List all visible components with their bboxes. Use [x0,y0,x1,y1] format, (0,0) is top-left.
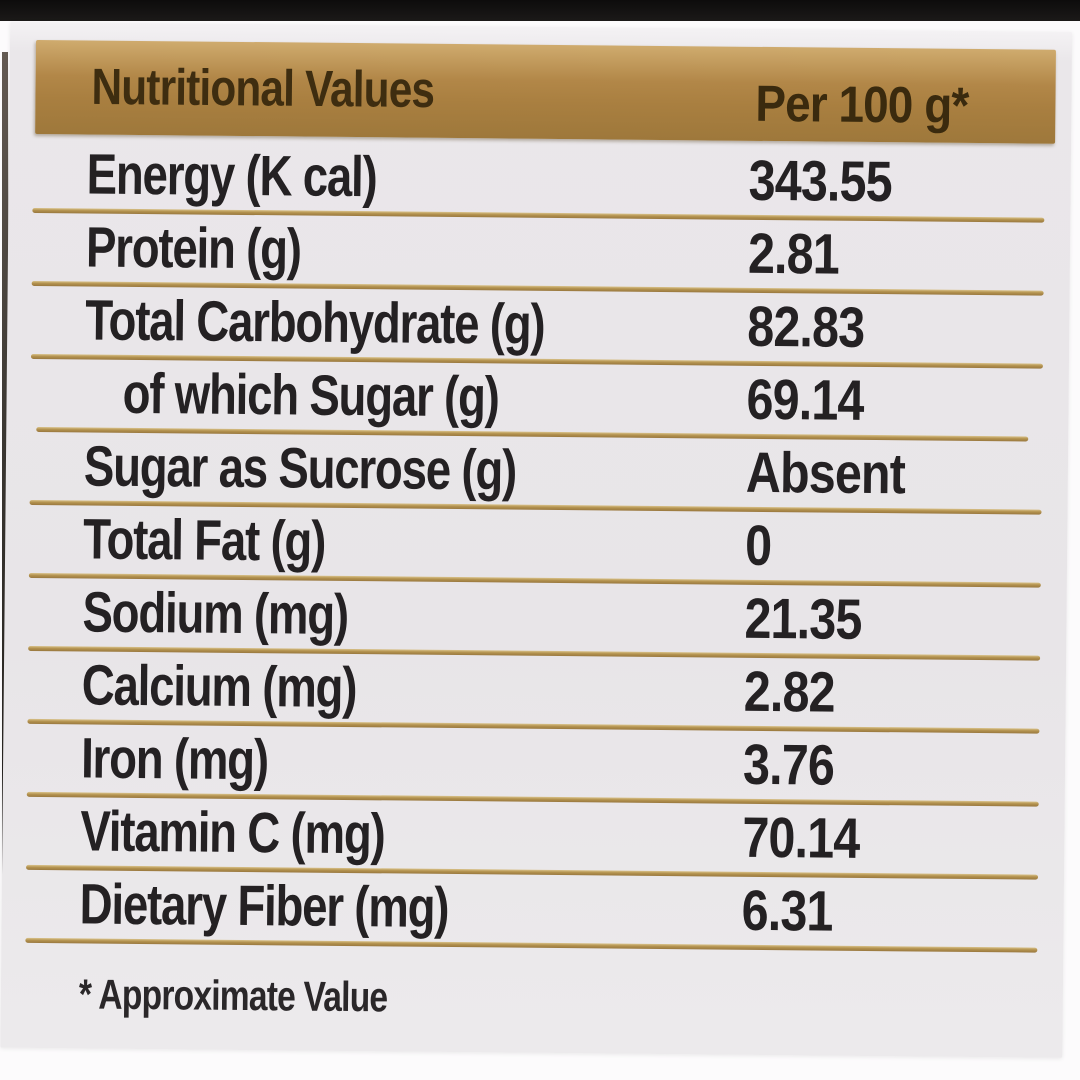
nutrient-value: 6.31 [741,878,833,944]
nutrient-label: Energy (K cal) [86,142,377,210]
nutrient-label: of which Sugar (g) [122,361,500,430]
approximate-value-footnote: * Approximate Value [78,970,388,1021]
nutrient-value: 2.81 [747,221,840,287]
nutrition-table: Energy (K cal) 343.55 Protein (g) 2.81 T… [1,140,1071,953]
nutrient-label: Total Fat (g) [82,507,326,574]
nutrient-label: Dietary Fiber (mg) [79,872,449,940]
nutrition-label-sheet: Nutritional Values Per 100 g* Energy (K … [0,21,1073,1058]
nutrient-label: Vitamin C (mg) [80,799,385,867]
nutrient-value: 82.83 [746,294,865,360]
nutrition-row-fat: Total Fat (g) 0 [5,505,1068,583]
nutrient-label: Total Carbohydrate (g) [85,288,545,357]
nutrient-value: Absent [745,440,906,507]
nutrient-label: Sodium (mg) [82,580,349,647]
nutrition-row-protein: Protein (g) 2.81 [8,213,1071,291]
nutrition-row-sucrose: Sugar as Sucrose (g) Absent [6,432,1069,510]
nutrient-value: 69.14 [746,367,864,433]
nutrient-value: 70.14 [742,805,860,871]
header-band: Nutritional Values Per 100 g* [35,39,1056,144]
nutrient-label: Protein (g) [85,215,302,282]
header-per-100g: Per 100 g* [755,74,969,134]
nutrient-label: Calcium (mg) [81,653,357,721]
nutrition-row-carbohydrate: Total Carbohydrate (g) 82.83 [7,286,1070,364]
nutrient-value: 2.82 [743,659,836,725]
nutrient-value: 343.55 [748,148,893,215]
nutrition-row-iron: Iron (mg) 3.76 [3,724,1066,802]
nutrient-value: 21.35 [744,586,862,652]
nutrition-row-sugar: of which Sugar (g) 69.14 [6,359,1069,437]
nutrition-row-dietary-fiber: Dietary Fiber (mg) 6.31 [1,870,1064,948]
nutrition-row-energy: Energy (K cal) 343.55 [8,140,1071,218]
nutrient-value: 0 [744,513,772,579]
nutrition-row-calcium: Calcium (mg) 2.82 [4,651,1067,729]
nutrient-label: Sugar as Sucrose (g) [83,434,517,503]
header-title: Nutritional Values [91,57,435,119]
nutrient-label: Iron (mg) [80,726,269,793]
nutrition-row-sodium: Sodium (mg) 21.35 [4,578,1067,656]
nutrient-value: 3.76 [742,732,835,798]
photo-top-edge [0,0,1080,21]
nutrition-row-vitamin-c: Vitamin C (mg) 70.14 [2,797,1065,875]
